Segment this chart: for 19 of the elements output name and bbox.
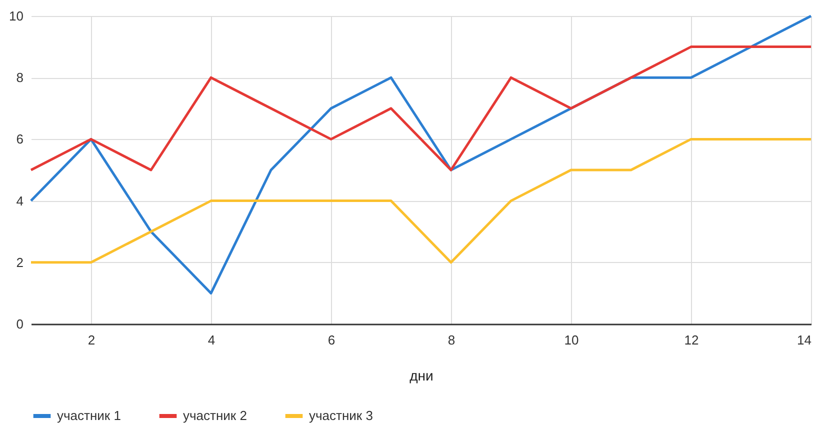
line-series xyxy=(30,138,812,264)
y-tick-label: 6 xyxy=(16,132,24,147)
legend-label: участник 1 xyxy=(57,408,121,423)
x-tick-label: 14 xyxy=(797,332,812,348)
y-tick-label: 10 xyxy=(9,8,24,24)
x-tick-label: 8 xyxy=(448,332,456,348)
x-tick-label: 6 xyxy=(328,332,336,348)
x-tick-label: 10 xyxy=(564,332,579,348)
y-tick-label: 2 xyxy=(16,254,24,270)
legend-label: участник 2 xyxy=(183,408,247,423)
x-tick-label: 12 xyxy=(684,332,699,348)
y-tick-label: 0 xyxy=(16,316,24,332)
y-tick-label: 8 xyxy=(16,70,24,86)
line-series xyxy=(30,46,812,172)
x-tick-label: 2 xyxy=(88,332,96,348)
y-tick-label: 4 xyxy=(16,193,24,208)
x-axis-title: дни xyxy=(410,368,434,384)
legend-label: участник 3 xyxy=(309,408,373,423)
x-tick-label: 4 xyxy=(208,332,216,348)
